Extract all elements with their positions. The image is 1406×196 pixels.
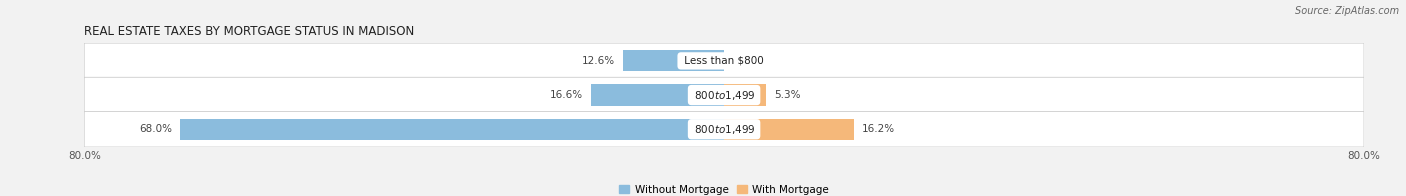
Text: 5.3%: 5.3% bbox=[775, 90, 801, 100]
FancyBboxPatch shape bbox=[84, 112, 1364, 147]
Text: 0.0%: 0.0% bbox=[733, 56, 758, 66]
Text: Less than $800: Less than $800 bbox=[681, 56, 768, 66]
Bar bbox=[592, 84, 724, 106]
Text: 12.6%: 12.6% bbox=[582, 56, 616, 66]
Bar bbox=[724, 119, 853, 140]
Bar bbox=[724, 84, 766, 106]
Text: 68.0%: 68.0% bbox=[139, 124, 173, 134]
Text: Source: ZipAtlas.com: Source: ZipAtlas.com bbox=[1295, 6, 1399, 16]
FancyBboxPatch shape bbox=[84, 77, 1364, 113]
Legend: Without Mortgage, With Mortgage: Without Mortgage, With Mortgage bbox=[614, 181, 834, 196]
Text: $800 to $1,499: $800 to $1,499 bbox=[692, 89, 756, 102]
Text: 16.6%: 16.6% bbox=[550, 90, 583, 100]
Bar bbox=[180, 119, 724, 140]
Bar bbox=[623, 50, 724, 72]
Text: $800 to $1,499: $800 to $1,499 bbox=[692, 123, 756, 136]
Text: 16.2%: 16.2% bbox=[862, 124, 894, 134]
FancyBboxPatch shape bbox=[84, 43, 1364, 79]
Text: REAL ESTATE TAXES BY MORTGAGE STATUS IN MADISON: REAL ESTATE TAXES BY MORTGAGE STATUS IN … bbox=[84, 25, 415, 38]
